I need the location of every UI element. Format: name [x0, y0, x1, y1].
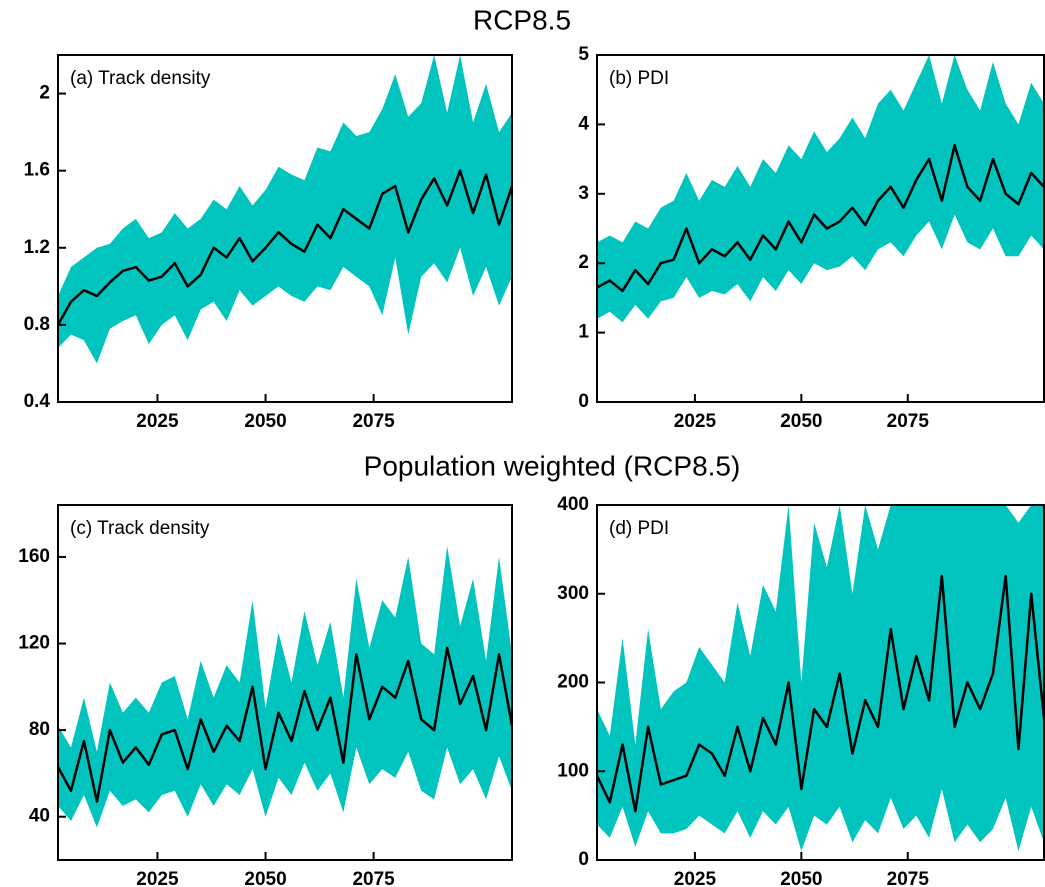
- y-tick-label: 80: [29, 719, 50, 740]
- y-tick-label: 5: [578, 44, 589, 65]
- x-tick-label: 2075: [352, 869, 395, 887]
- panel-label: (b) PDI: [609, 68, 669, 89]
- mean-line: [597, 574, 1044, 813]
- y-tick-label: 40: [29, 806, 50, 827]
- x-tick-label: 2025: [136, 411, 179, 432]
- panel-label: (d) PDI: [609, 518, 669, 539]
- x-tick-label: 2050: [780, 411, 822, 432]
- plot-frame: [596, 54, 1045, 403]
- plot-area: [58, 55, 512, 364]
- y-tick-label: 4: [578, 113, 589, 134]
- y-tick-label: 200: [557, 672, 589, 693]
- y-tick-label: 3: [578, 183, 589, 204]
- panel-label: (c) Track density: [70, 518, 210, 539]
- x-tick-label: 2075: [887, 869, 930, 887]
- range-band: [58, 55, 512, 364]
- mean-line: [58, 646, 512, 803]
- plot-area: [597, 505, 1044, 852]
- range-band: [597, 505, 1044, 852]
- y-tick-label: 120: [18, 633, 50, 654]
- x-tick-label: 2025: [674, 869, 717, 887]
- mean-line: [597, 143, 1044, 293]
- y-tick-label: 160: [18, 546, 50, 567]
- x-tick-label: 2050: [244, 411, 286, 432]
- x-tick-label: 2025: [136, 869, 179, 887]
- x-tick-label: 2050: [780, 869, 822, 887]
- x-tick-label: 2025: [674, 411, 717, 432]
- y-tick-label: 0: [578, 849, 589, 870]
- plot-area: [58, 546, 512, 828]
- y-tick-label: 300: [557, 583, 589, 604]
- plot-frame: [57, 54, 513, 403]
- figure-title: RCP8.5: [473, 4, 571, 35]
- y-tick-label: 400: [557, 494, 589, 515]
- y-tick-label: 0.8: [24, 314, 50, 335]
- plot-area: [597, 55, 1044, 323]
- range-band: [597, 55, 1044, 323]
- figure-subtitle: Population weighted (RCP8.5): [364, 450, 741, 481]
- plot-frame: [57, 504, 513, 861]
- mean-line: [58, 169, 512, 326]
- x-tick-label: 2075: [352, 411, 395, 432]
- y-tick-label: 2: [578, 252, 589, 273]
- y-tick-label: 0.4: [24, 391, 51, 412]
- y-tick-label: 2: [39, 83, 50, 104]
- y-tick-label: 1.6: [24, 160, 50, 181]
- panel-label: (a) Track density: [70, 68, 211, 89]
- y-tick-label: 1: [578, 322, 589, 343]
- range-band: [58, 546, 512, 828]
- x-tick-label: 2050: [244, 869, 286, 887]
- y-tick-label: 1.2: [24, 237, 50, 258]
- x-tick-label: 2075: [887, 411, 930, 432]
- y-tick-label: 100: [557, 760, 589, 781]
- y-tick-label: 0: [578, 391, 589, 412]
